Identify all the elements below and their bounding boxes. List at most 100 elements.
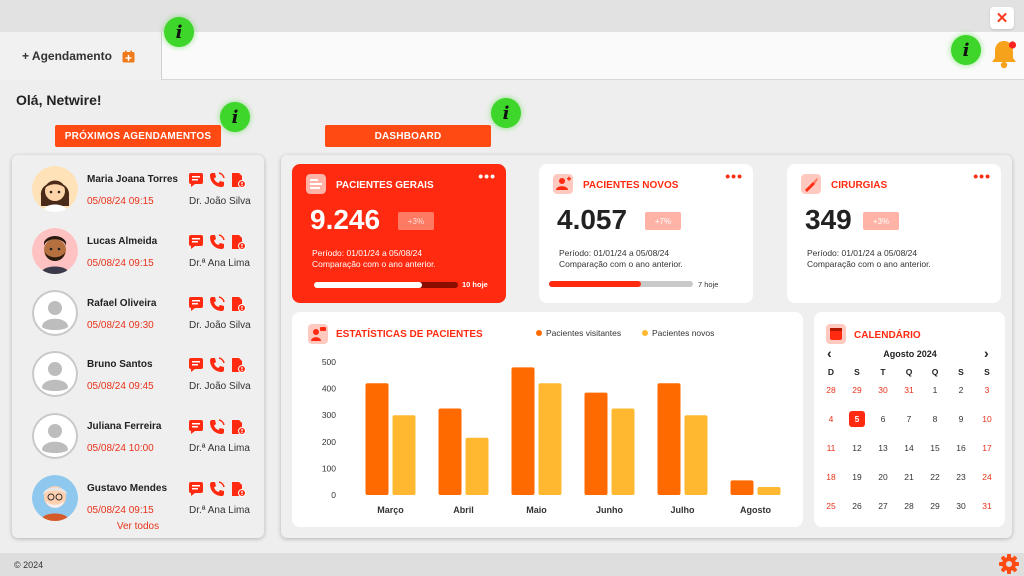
dashboard-button[interactable]: DASHBOARD: [325, 125, 491, 147]
phone-icon[interactable]: [209, 481, 225, 497]
calendar-day[interactable]: 4: [829, 414, 834, 424]
calendar-day[interactable]: 20: [878, 472, 888, 482]
calendar-day[interactable]: 17: [982, 443, 992, 453]
avatar: [32, 289, 78, 336]
phone-icon[interactable]: [209, 172, 225, 188]
phone-icon[interactable]: [209, 234, 225, 250]
y-tick-label: 100: [322, 463, 336, 473]
info-icon[interactable]: i: [491, 98, 521, 128]
patient-name: Bruno Santos: [87, 359, 153, 371]
x-tick-label: Maio: [526, 505, 547, 515]
calendar-day[interactable]: 18: [826, 472, 836, 482]
calendar-day[interactable]: 16: [956, 443, 966, 453]
calendar-day[interactable]: 12: [852, 443, 862, 453]
calendar-day[interactable]: 6: [881, 414, 886, 424]
document-alert-icon[interactable]: [230, 481, 246, 497]
document-alert-icon[interactable]: [230, 419, 246, 436]
avatar: [32, 413, 78, 460]
calendar-day[interactable]: 28: [904, 501, 914, 511]
card-comparison-text: Comparação com o ano anterior.: [807, 259, 931, 269]
calendar-day[interactable]: 19: [852, 472, 862, 482]
phone-icon[interactable]: [209, 295, 225, 312]
document-alert-icon[interactable]: [230, 234, 246, 250]
calendar-day[interactable]: 29: [852, 385, 862, 395]
weekday-label: Q: [932, 367, 939, 377]
calendar-day[interactable]: 11: [827, 443, 836, 453]
info-icon[interactable]: i: [951, 35, 981, 65]
bar-chart: ESTATÍSTICAS DE PACIENTES Pacientes visi…: [308, 324, 781, 515]
appointment-item[interactable]: Juliana Ferreira 05/08/24 10:00 Dr.ª Ana L…: [12, 407, 264, 467]
calendar-day[interactable]: 30: [878, 385, 888, 395]
close-button[interactable]: ✕: [990, 7, 1014, 29]
calendar-day[interactable]: 29: [930, 501, 940, 511]
doctor-name: Dr. João Silva: [189, 319, 251, 331]
phone-icon[interactable]: [209, 357, 225, 373]
calendar-day-today[interactable]: 5: [855, 414, 860, 424]
calendar-day[interactable]: 14: [904, 443, 914, 453]
message-icon[interactable]: [188, 357, 204, 373]
calendar-day[interactable]: 7: [907, 414, 912, 424]
calendar-day[interactable]: 21: [904, 472, 914, 482]
prev-month-button[interactable]: ‹: [827, 345, 832, 361]
calendar-day[interactable]: 1: [933, 385, 938, 395]
info-icon[interactable]: i: [220, 102, 250, 132]
calendar-day[interactable]: 3: [985, 385, 990, 395]
message-icon[interactable]: [188, 419, 204, 435]
calendar-day[interactable]: 10: [982, 414, 992, 424]
appointment-item[interactable]: Lucas Almeida 05/08/24 09:15 Dr.ª Ana Lima: [12, 222, 264, 282]
card-pacientes-novos: PACIENTES NOVOS ••• 4.057 +7% Período: 0…: [539, 164, 753, 303]
appointment-item[interactable]: Gustavo Mendes 05/08/24 09:15 Dr.ª Ana Lim…: [12, 469, 264, 529]
message-icon[interactable]: [188, 234, 204, 250]
document-alert-icon[interactable]: [230, 357, 246, 374]
progress-fill: [314, 282, 422, 288]
x-tick-label: Março: [377, 505, 404, 515]
message-icon[interactable]: [188, 481, 204, 497]
appointment-item[interactable]: Rafael Oliveira 05/08/24 09:30 Dr. João Si…: [12, 284, 264, 344]
calendar-day[interactable]: 22: [930, 472, 940, 482]
calendar-day[interactable]: 28: [826, 385, 836, 395]
appointment-item[interactable]: Maria Joana Torres 05/08/24 09:15 Dr. João…: [12, 160, 264, 220]
appointment-item[interactable]: Bruno Santos 05/08/24 09:45 Dr. João Silva: [12, 345, 264, 405]
calendar-day[interactable]: 31: [982, 501, 992, 511]
calendar-day[interactable]: 23: [956, 472, 966, 482]
bar-novos: [757, 487, 781, 495]
next-month-button[interactable]: ›: [984, 345, 989, 361]
tab-bar: + Agendamento: [0, 32, 1024, 80]
calendar-day[interactable]: 13: [878, 443, 888, 453]
message-icon[interactable]: [188, 172, 204, 188]
more-options-icon[interactable]: •••: [478, 168, 496, 184]
info-icon[interactable]: i: [164, 17, 194, 47]
calendar-day[interactable]: 15: [930, 443, 940, 453]
gear-icon[interactable]: [998, 553, 1020, 575]
x-tick-label: Junho: [596, 505, 623, 515]
copyright-text: © 2024: [14, 560, 44, 570]
message-icon[interactable]: [188, 296, 204, 312]
more-options-icon[interactable]: •••: [973, 168, 991, 184]
calendar-icon: [826, 324, 846, 344]
calendar-day[interactable]: 26: [852, 501, 862, 511]
proximos-agendamentos-button[interactable]: PRÓXIMOS AGENDAMENTOS: [55, 125, 221, 147]
calendar-day[interactable]: 30: [956, 501, 966, 511]
more-options-icon[interactable]: •••: [725, 168, 743, 184]
calendar-add-icon: [122, 50, 135, 62]
calendar-day[interactable]: 25: [826, 501, 836, 511]
appointment-actions: [188, 172, 246, 188]
calendar-day[interactable]: 2: [959, 385, 964, 395]
card-value: 4.057: [557, 204, 628, 235]
appointment-actions: [188, 357, 246, 374]
document-alert-icon[interactable]: [230, 172, 246, 188]
calendar-day[interactable]: 9: [959, 414, 964, 424]
tab-agendamento[interactable]: + Agendamento: [0, 32, 162, 80]
card-period: Período: 01/01/24 a 05/08/24 Comparação …: [807, 248, 931, 270]
y-tick-label: 500: [322, 357, 336, 367]
patient-name: Rafael Oliveira: [87, 297, 157, 309]
document-alert-icon[interactable]: [230, 296, 246, 312]
phone-icon[interactable]: [209, 419, 225, 435]
bell-icon[interactable]: [990, 38, 1018, 70]
calendar-day[interactable]: 27: [878, 501, 888, 511]
calendar-day[interactable]: 31: [904, 385, 914, 395]
see-all-link[interactable]: Ver todos: [116, 521, 160, 532]
calendar-day[interactable]: 24: [982, 472, 992, 482]
y-tick-label: 400: [322, 384, 336, 394]
calendar-day[interactable]: 8: [933, 414, 938, 424]
